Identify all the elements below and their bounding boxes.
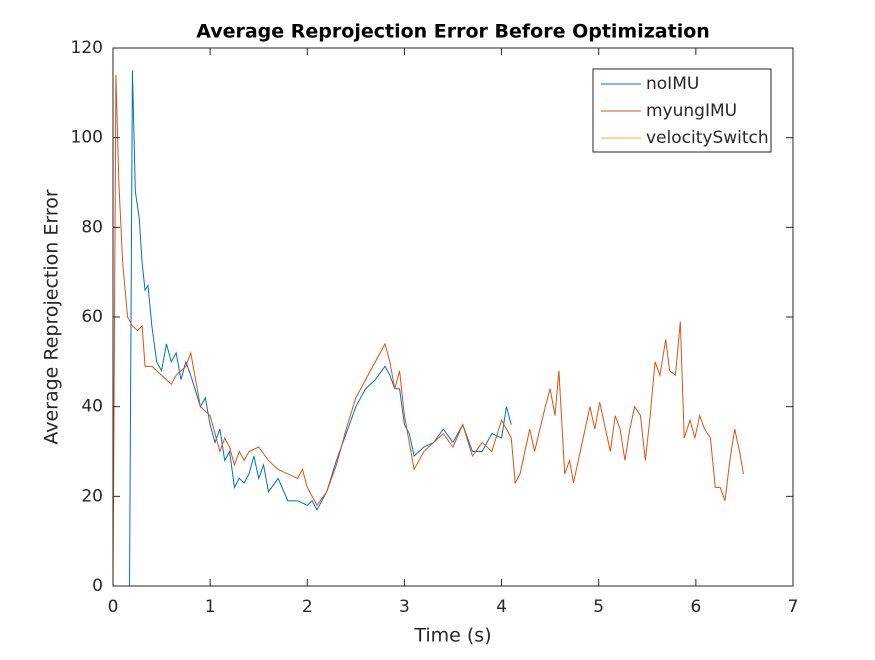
x-tick-label: 0 <box>108 597 119 617</box>
legend-label: noIMU <box>646 74 699 94</box>
x-tick-label: 2 <box>302 597 313 617</box>
x-tick-label: 7 <box>788 597 799 617</box>
y-tick-label: 60 <box>81 307 103 327</box>
chart-title: Average Reprojection Error Before Optimi… <box>196 21 710 43</box>
y-tick-label: 0 <box>92 576 103 596</box>
x-tick-label: 6 <box>690 597 701 617</box>
y-tick-label: 40 <box>81 397 103 417</box>
x-axis-label: Time (s) <box>413 625 491 647</box>
series-line <box>129 70 512 587</box>
x-tick-label: 4 <box>496 597 507 617</box>
y-axis-label: Average Reprojection Error <box>41 189 63 445</box>
y-tick-label: 120 <box>71 38 103 58</box>
series-line <box>112 74 744 587</box>
x-tick-label: 5 <box>593 597 604 617</box>
legend-label: velocitySwitch <box>646 128 769 148</box>
x-tick-label: 1 <box>205 597 216 617</box>
y-tick-label: 20 <box>81 486 103 506</box>
y-tick-label: 100 <box>71 128 103 148</box>
y-tick-label: 80 <box>81 217 103 237</box>
legend: noIMU myungIMU velocitySwitch <box>592 68 772 153</box>
legend-label: myungIMU <box>646 101 737 121</box>
x-tick-label: 3 <box>399 597 410 617</box>
